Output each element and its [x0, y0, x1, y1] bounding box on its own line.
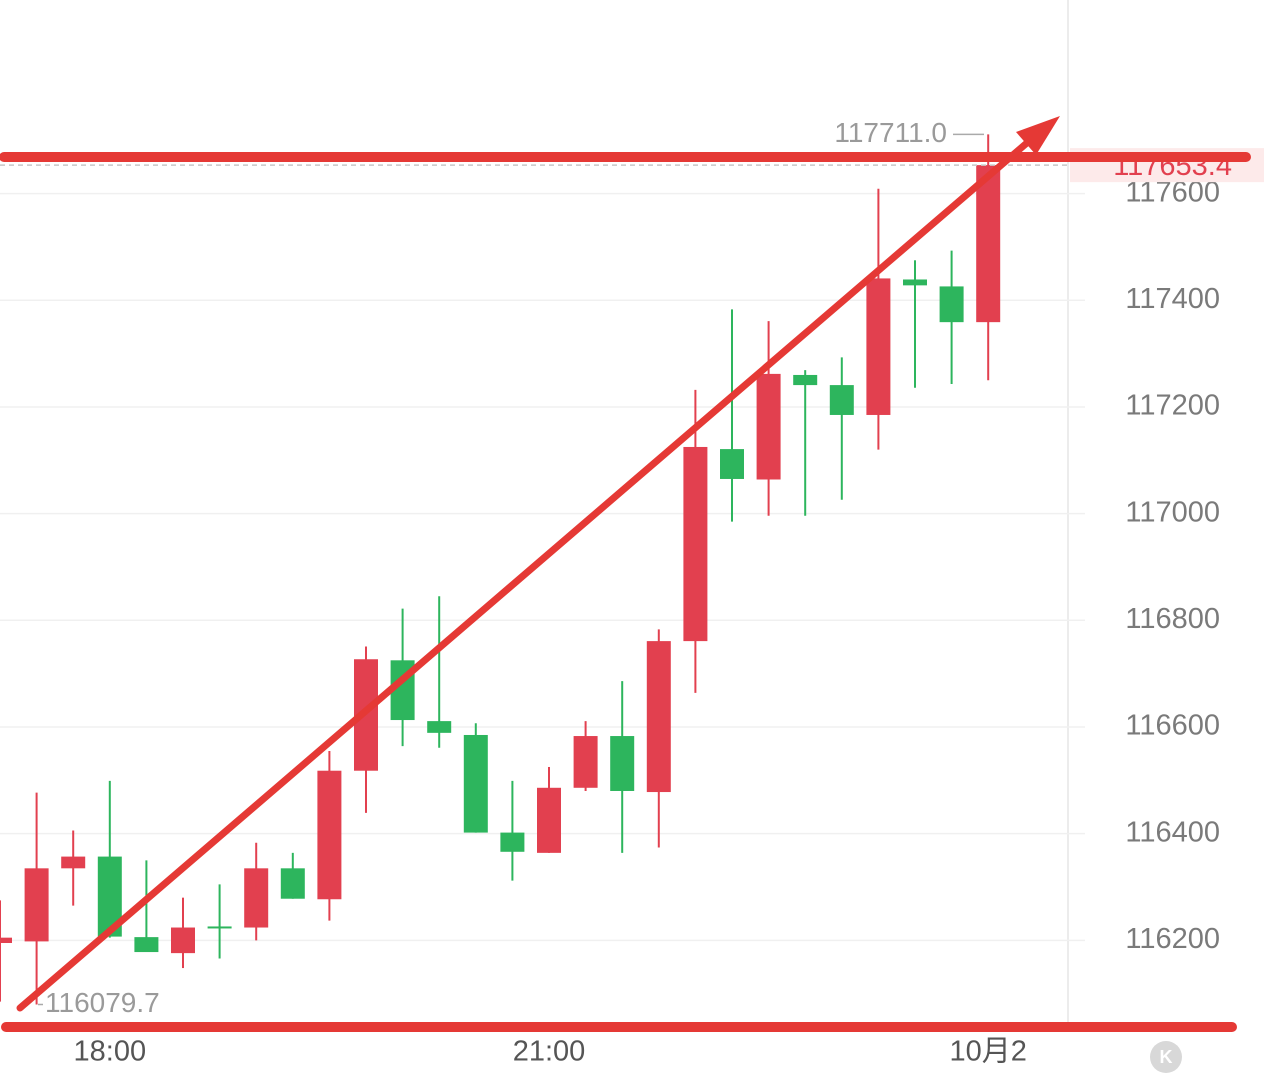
candle-body: [134, 937, 159, 953]
candle-body: [537, 787, 561, 853]
candle-body: [939, 286, 964, 323]
candle-body: [207, 926, 232, 929]
y-tick-label: 116400: [1125, 816, 1220, 848]
candle-body: [500, 832, 525, 852]
labels: 116200 116400 116600 116800 117000 117200 1174…: [0, 117, 1264, 1068]
arrow-head: [1016, 116, 1060, 155]
candles: [0, 134, 1001, 1005]
candle-body: [903, 279, 927, 286]
candle-body: [171, 927, 195, 954]
k-icon: K: [1150, 1041, 1182, 1073]
candle-body: [244, 868, 269, 928]
candle-body: [683, 446, 708, 642]
candle-body: [610, 736, 635, 791]
trend-arrow: [16, 132, 1039, 1012]
candle-body: [24, 868, 49, 942]
y-tick-label: 117200: [1125, 390, 1220, 422]
candle-body: [427, 721, 452, 733]
max-price-label: 117711.0: [834, 117, 947, 148]
candle-body: [573, 736, 598, 788]
candle-body: [720, 449, 744, 479]
svg-text:K: K: [1160, 1047, 1173, 1067]
y-tick-label: 117400: [1125, 283, 1220, 315]
y-tick-label: 116800: [1125, 603, 1220, 635]
min-price-label: 116079.7: [45, 987, 160, 1018]
candle-body: [866, 278, 891, 415]
candle-body: [0, 937, 12, 943]
y-tick-label: 116200: [1125, 923, 1220, 955]
x-tick-label: 10月2: [950, 1036, 1027, 1068]
candle-body: [793, 374, 818, 386]
candle-body: [463, 734, 488, 833]
drawings: [0, 116, 1251, 1032]
y-tick-label: 116600: [1125, 710, 1220, 742]
candle-body: [829, 385, 854, 415]
candle-body: [280, 868, 305, 899]
candle-body: [317, 770, 342, 900]
x-tick-label: 18:00: [74, 1036, 147, 1068]
x-tick-label: 21:00: [513, 1036, 586, 1068]
y-tick-label: 117000: [1125, 496, 1220, 528]
candle-body: [756, 373, 781, 480]
candle-body: [646, 641, 671, 793]
candle-body: [61, 856, 86, 869]
candle-body: [976, 165, 1001, 323]
